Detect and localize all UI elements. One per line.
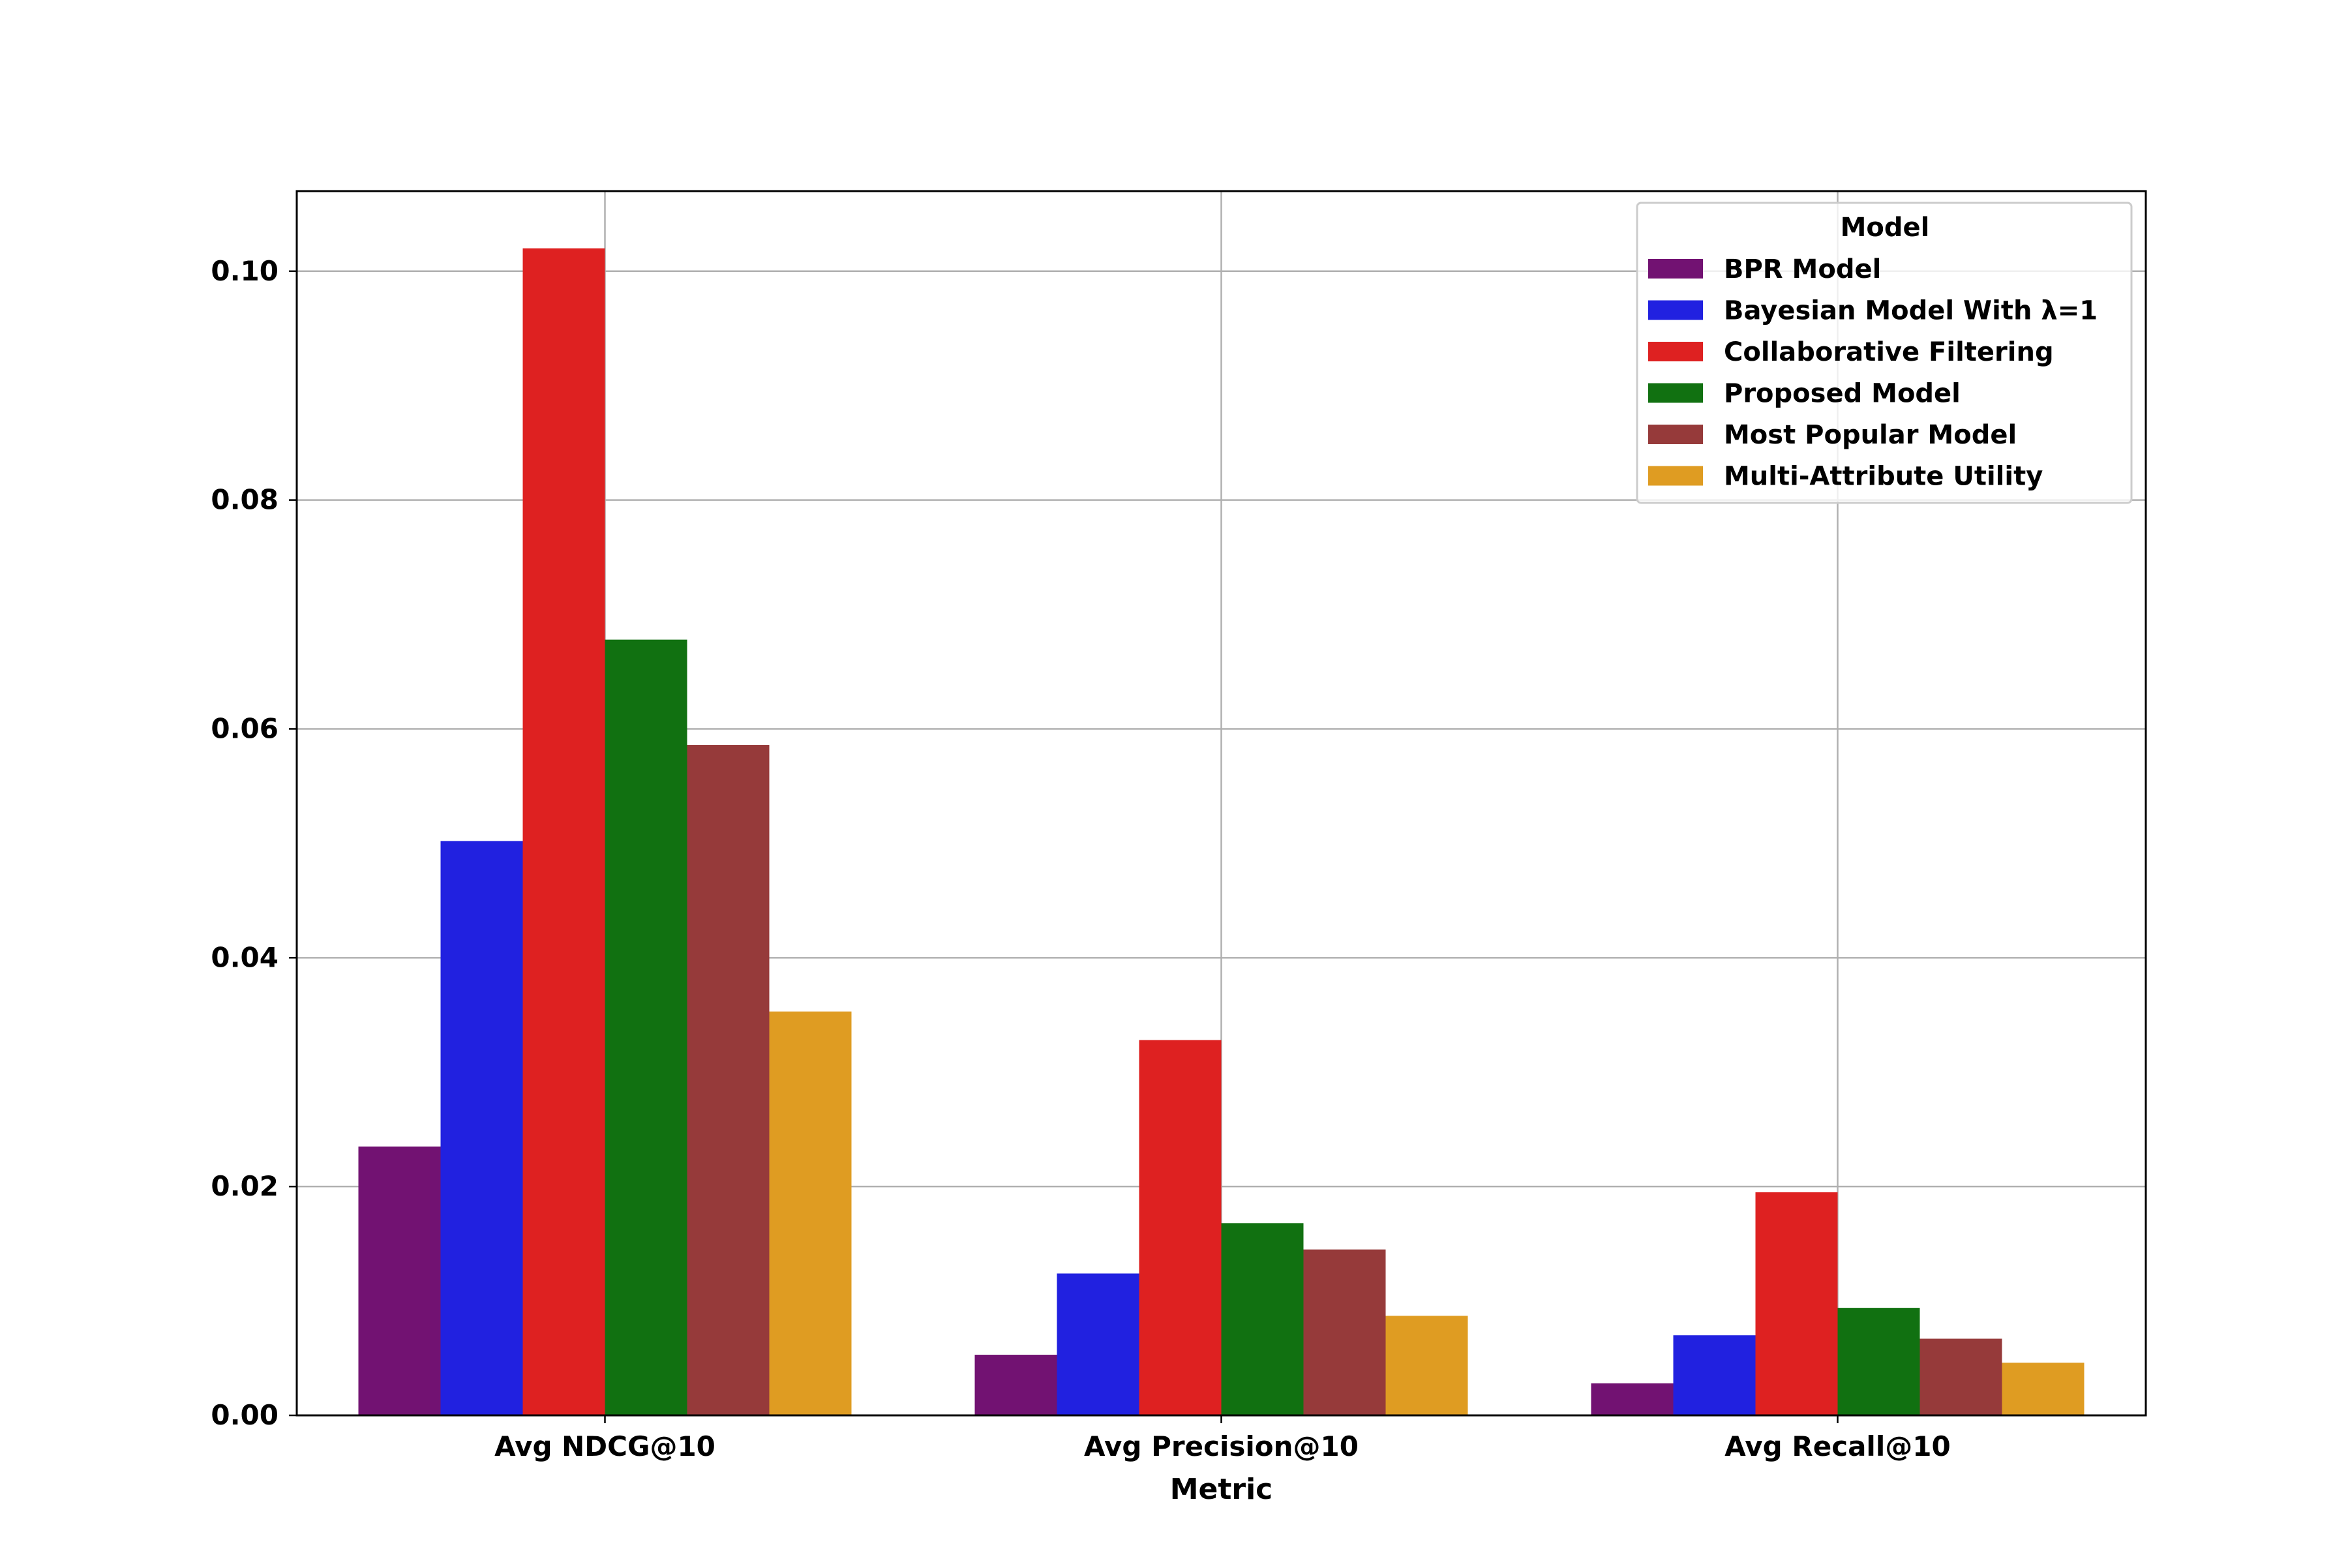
bar-bayesian-model-with-1-1 (1057, 1273, 1139, 1415)
bar-proposed-model-2 (1837, 1308, 1920, 1415)
bar-proposed-model-1 (1221, 1223, 1304, 1415)
x-tick-label: Avg NDCG@10 (494, 1430, 715, 1462)
x-tick-label: Avg Precision@10 (1084, 1430, 1359, 1462)
bar-bpr-model-0 (358, 1146, 441, 1415)
legend-label: Most Popular Model (1724, 420, 2017, 450)
bar-multi-attribute-utility-1 (1385, 1316, 1468, 1415)
legend-swatch (1648, 259, 1703, 279)
legend-swatch (1648, 300, 1703, 320)
bar-multi-attribute-utility-2 (2002, 1363, 2085, 1415)
legend-label: BPR Model (1724, 254, 1881, 284)
y-tick-label: 0.04 (211, 941, 278, 973)
y-tick-label: 0.08 (211, 484, 278, 516)
legend-swatch (1648, 466, 1703, 486)
legend-swatch (1648, 425, 1703, 444)
legend-title: Model (1841, 213, 1930, 243)
legend-label: Proposed Model (1724, 379, 1961, 409)
bar-bayesian-model-with-1-0 (440, 841, 523, 1415)
axis-ticks: 0.00 0.02 0.04 0.06 0.08 0.10 Avg NDCG@10 Avg P… (211, 255, 1950, 1462)
bars (358, 248, 2085, 1416)
bar-collaborative-filtering-2 (1755, 1192, 1838, 1415)
bar-collaborative-filtering-0 (522, 248, 605, 1416)
bar-bpr-model-1 (974, 1355, 1057, 1415)
bar-collaborative-filtering-1 (1139, 1040, 1222, 1415)
bar-most-popular-model-0 (687, 745, 770, 1415)
legend-label: Multi-Attribute Utility (1724, 462, 2043, 492)
legend-swatch (1648, 342, 1703, 361)
bar-most-popular-model-1 (1303, 1249, 1386, 1415)
x-tick-label: Avg Recall@10 (1724, 1430, 1950, 1462)
legend-label: Collaborative Filtering (1724, 337, 2054, 367)
bar-proposed-model-0 (605, 639, 687, 1415)
legend-swatch (1648, 383, 1703, 403)
legend-box (1636, 202, 2133, 504)
y-tick-label: 0.06 (211, 712, 278, 744)
y-tick-label: 0.02 (211, 1170, 278, 1202)
bar-bayesian-model-with-1-2 (1673, 1335, 1756, 1415)
x-axis-label: Metric (1170, 1473, 1273, 1506)
legend-label: Bayesian Model With λ=1 (1724, 296, 2098, 326)
y-tick-label: 0.00 (211, 1399, 278, 1431)
legend: Model BPR Model Bayesian Model With λ=1 Co… (1636, 202, 2133, 504)
bar-multi-attribute-utility-0 (769, 1011, 852, 1415)
bar-most-popular-model-2 (1919, 1338, 2002, 1415)
y-tick-label: 0.10 (211, 255, 278, 287)
bar-bpr-model-2 (1591, 1383, 1674, 1415)
